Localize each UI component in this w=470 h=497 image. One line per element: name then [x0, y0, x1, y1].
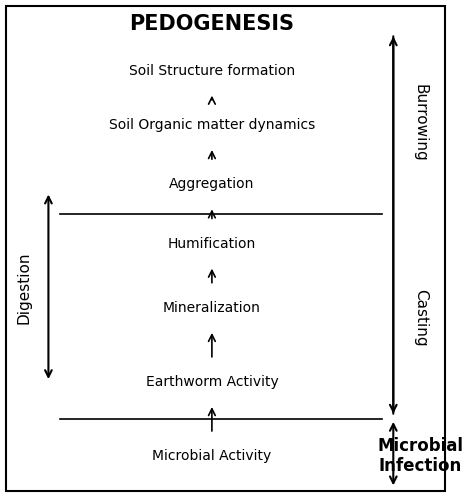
Text: Microbial
Infection: Microbial Infection: [377, 437, 463, 476]
Text: Humification: Humification: [168, 237, 256, 250]
Text: Soil Structure formation: Soil Structure formation: [129, 64, 295, 78]
Text: Microbial Activity: Microbial Activity: [152, 449, 272, 463]
Text: Soil Organic matter dynamics: Soil Organic matter dynamics: [109, 118, 315, 132]
Text: Earthworm Activity: Earthworm Activity: [146, 375, 278, 389]
Text: Casting: Casting: [413, 289, 428, 346]
Text: Aggregation: Aggregation: [169, 177, 255, 191]
Text: Mineralization: Mineralization: [163, 301, 261, 315]
Text: Digestion: Digestion: [16, 252, 31, 324]
Text: PEDOGENESIS: PEDOGENESIS: [129, 13, 294, 34]
Text: Burrowing: Burrowing: [413, 83, 428, 162]
